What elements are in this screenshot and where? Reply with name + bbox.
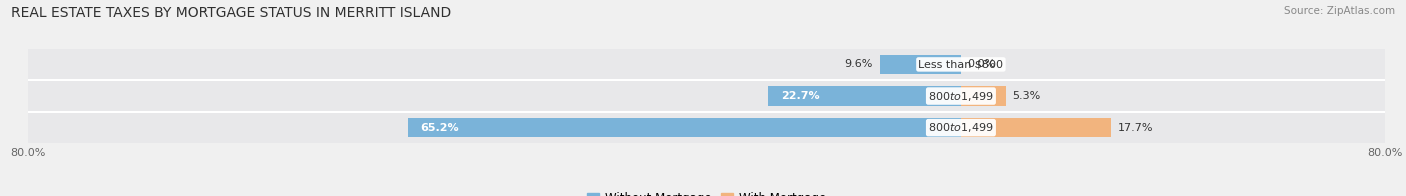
Bar [408, 118, 960, 137]
Bar [880, 55, 960, 74]
Text: 22.7%: 22.7% [782, 91, 820, 101]
Bar [769, 86, 960, 106]
Text: 17.7%: 17.7% [1118, 123, 1153, 133]
Bar [28, 112, 1385, 143]
Text: 65.2%: 65.2% [420, 123, 460, 133]
Legend: Without Mortgage, With Mortgage: Without Mortgage, With Mortgage [582, 187, 831, 196]
Text: Less than $800: Less than $800 [918, 59, 1004, 69]
Text: 9.6%: 9.6% [845, 59, 873, 69]
Text: $800 to $1,499: $800 to $1,499 [928, 121, 994, 134]
Text: 0.0%: 0.0% [967, 59, 995, 69]
Bar [960, 118, 1111, 137]
Bar [960, 86, 1005, 106]
Text: $800 to $1,499: $800 to $1,499 [928, 90, 994, 103]
Text: Source: ZipAtlas.com: Source: ZipAtlas.com [1284, 6, 1395, 16]
Text: REAL ESTATE TAXES BY MORTGAGE STATUS IN MERRITT ISLAND: REAL ESTATE TAXES BY MORTGAGE STATUS IN … [11, 6, 451, 20]
Text: 5.3%: 5.3% [1012, 91, 1040, 101]
Bar [28, 49, 1385, 80]
Bar [28, 80, 1385, 112]
